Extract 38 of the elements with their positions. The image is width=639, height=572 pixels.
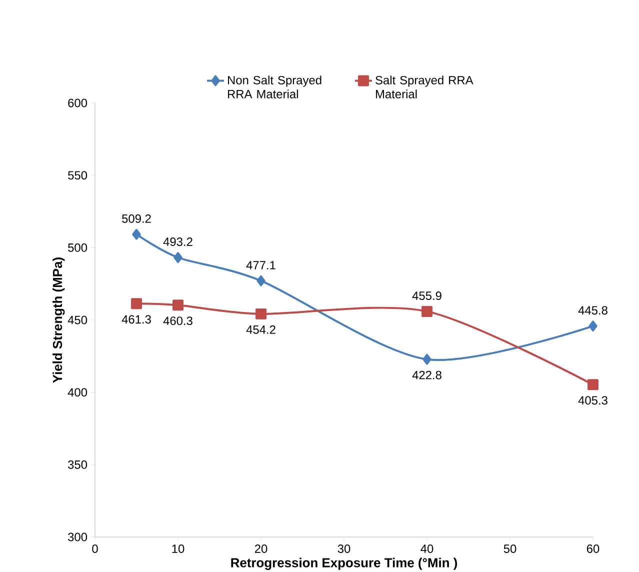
data-label: 405.3 [578, 396, 608, 405]
data-label: 445.8 [578, 306, 608, 315]
y-axis-title: Yield Strength (MPa) [52, 258, 65, 383]
y-tick-label: 400 [68, 388, 88, 397]
x-axis-title: Retrogression Exposure Time (°Min ) [231, 558, 458, 570]
y-tick-label: 300 [68, 532, 88, 542]
legend-label: Salt Sprayed RRA Material [376, 76, 474, 98]
y-tick-label: 550 [68, 171, 88, 180]
point [422, 306, 432, 317]
x-tick-label: 40 [420, 544, 434, 553]
data-label: 477.1 [246, 261, 276, 270]
point [256, 308, 266, 320]
x-tick-label: 60 [586, 544, 600, 553]
point [132, 228, 141, 240]
point [174, 252, 182, 263]
data-label: 461.3 [122, 315, 151, 324]
y-tick-label: 500 [68, 243, 88, 252]
point [172, 300, 184, 311]
y-tick-label: 450 [68, 316, 88, 324]
data-label: 509.2 [122, 214, 151, 223]
data-label: 454.2 [246, 325, 276, 334]
y-tick-label: 600 [68, 98, 88, 108]
x-tick-label: 50 [504, 544, 516, 553]
x-tick-label: 20 [254, 544, 268, 553]
y-tick-label: 350 [68, 460, 88, 469]
x-tick-label: 10 [172, 544, 184, 553]
legend-label: Non Salt Sprayed RRA Material [228, 76, 322, 98]
x-tick-label: 0 [92, 544, 98, 553]
data-label: 422.8 [412, 370, 442, 380]
point [588, 379, 598, 390]
data-label: 493.2 [163, 238, 192, 246]
x-tick-label: 30 [338, 544, 350, 553]
point [422, 354, 432, 365]
point [256, 275, 266, 286]
point [588, 320, 598, 332]
data-label: 460.3 [163, 316, 192, 326]
point [131, 298, 142, 310]
data-label: 455.9 [412, 292, 442, 300]
